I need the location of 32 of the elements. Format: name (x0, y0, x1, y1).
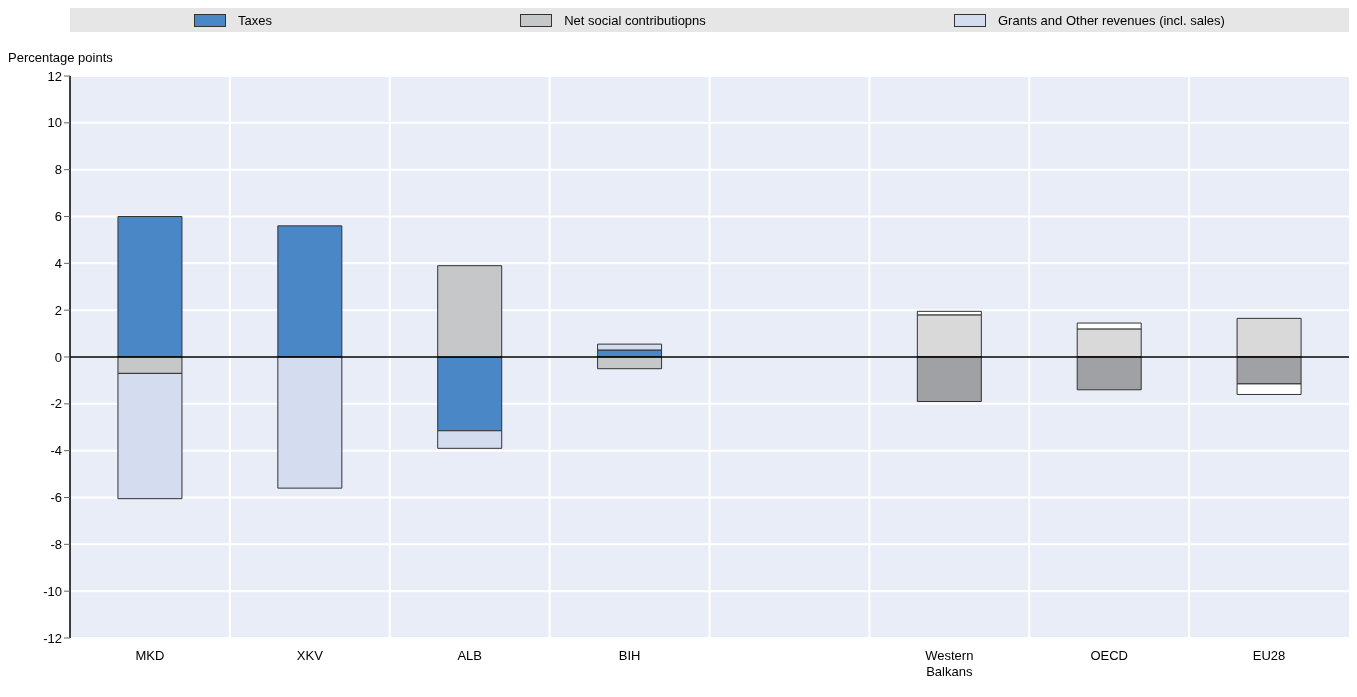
bar (117, 216, 183, 358)
bar (1076, 356, 1142, 391)
x-tick-label: MKD (135, 648, 165, 663)
legend-label: Taxes (237, 12, 273, 28)
x-tick-label: Western Balkans (925, 648, 974, 679)
y-tick-label: -8 (50, 536, 62, 552)
x-tick-label: XKV (296, 648, 324, 663)
bar (277, 356, 343, 489)
x-tick-label: BIH (618, 648, 641, 663)
y-tick-label: -2 (50, 396, 62, 412)
y-tick-label: -4 (50, 443, 62, 459)
y-tick-label: 10 (47, 115, 62, 131)
y-tick-label: 12 (47, 68, 62, 84)
y-tick-label: -6 (50, 490, 62, 506)
y-tick-label: -10 (43, 583, 62, 599)
bar (1236, 317, 1302, 358)
legend-label: Grants and Other revenues (incl. sales) (997, 12, 1225, 28)
bar (437, 265, 503, 358)
y-axis-title: Percentage points (8, 50, 113, 65)
bar (916, 356, 982, 402)
bar (277, 225, 343, 358)
y-tick-label: 8 (54, 162, 62, 178)
bar (916, 314, 982, 358)
y-tick-label: 0 (54, 349, 62, 365)
x-tick-label: OECD (1090, 648, 1128, 663)
x-tick-label: ALB (457, 648, 482, 663)
y-tick-label: -12 (43, 630, 62, 646)
y-tick-label: 2 (54, 302, 62, 318)
x-tick-label: EU28 (1252, 648, 1286, 663)
y-tick-label: 6 (54, 209, 62, 225)
legend-label: Net social contributiopns (563, 12, 706, 28)
y-tick-label: 4 (54, 255, 62, 271)
